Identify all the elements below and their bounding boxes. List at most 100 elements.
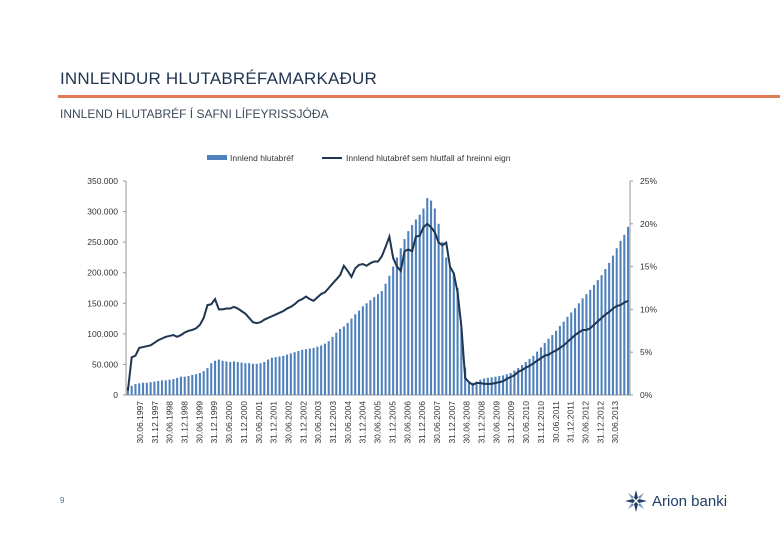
bar <box>229 361 232 395</box>
y-left-tick-label: 250.000 <box>87 237 118 247</box>
bar <box>289 353 292 395</box>
y-left-tick-label: 200.000 <box>87 268 118 278</box>
bar <box>441 242 444 395</box>
bar <box>293 352 296 395</box>
bar <box>524 361 527 395</box>
bar <box>471 382 474 395</box>
bar <box>551 335 554 395</box>
x-tick-label: 31.12.2011 <box>566 401 576 443</box>
x-tick-label: 30.06.2012 <box>580 401 590 444</box>
bar <box>430 200 433 395</box>
bar <box>130 385 133 395</box>
x-tick-label: 31.12.2004 <box>358 401 368 444</box>
legend-swatch-bar <box>207 155 227 160</box>
bar <box>202 371 205 395</box>
bar <box>411 225 414 395</box>
bar <box>384 283 387 395</box>
x-tick-label: 30.06.2011 <box>551 401 561 443</box>
bar <box>138 383 141 395</box>
bar <box>528 358 531 395</box>
bar <box>414 219 417 395</box>
bar <box>153 381 156 395</box>
x-tick-label: 30.06.2007 <box>432 401 442 444</box>
bar <box>452 272 455 395</box>
bar <box>240 362 243 395</box>
bar <box>604 269 607 395</box>
bar <box>236 361 239 395</box>
bar <box>566 316 569 395</box>
x-tick-label: 31.12.1998 <box>180 401 190 444</box>
bar <box>619 240 622 395</box>
bar <box>172 379 175 395</box>
x-tick-label: 30.06.2009 <box>491 401 501 444</box>
bar <box>263 361 266 395</box>
bar <box>505 374 508 395</box>
bar <box>615 248 618 395</box>
bar <box>490 377 493 395</box>
bar <box>259 363 262 395</box>
x-tick-label: 30.06.2001 <box>254 401 264 444</box>
x-tick-label: 30.06.2008 <box>462 401 472 444</box>
y-right-tick-label: 25% <box>640 176 657 186</box>
bar <box>160 380 164 395</box>
bar <box>555 330 558 395</box>
bar <box>210 363 213 395</box>
x-tick-label: 31.12.2003 <box>328 401 338 444</box>
bar <box>407 231 410 395</box>
bar <box>577 303 580 395</box>
bar <box>513 370 516 395</box>
x-tick-label: 31.12.2001 <box>269 401 279 444</box>
bar <box>244 363 247 395</box>
x-tick-label: 31.12.2007 <box>447 401 457 444</box>
bar <box>164 380 167 395</box>
bar <box>278 356 281 395</box>
bar <box>195 374 198 395</box>
bar <box>176 377 179 395</box>
x-tick-label: 30.06.1999 <box>194 401 204 444</box>
bar <box>509 372 512 395</box>
y-left-tick-label: 0 <box>113 390 118 400</box>
bar <box>395 257 398 395</box>
x-tick-label: 31.12.2002 <box>298 401 308 444</box>
x-tick-label: 31.12.2009 <box>506 401 516 444</box>
x-tick-label: 31.12.2012 <box>595 401 605 444</box>
y-left-tick-label: 350.000 <box>87 176 118 186</box>
bar <box>581 298 584 395</box>
bar <box>206 368 209 395</box>
bar <box>475 381 478 395</box>
y-left-tick-label: 150.000 <box>87 298 118 308</box>
bar <box>600 275 603 395</box>
bar <box>198 372 201 395</box>
bar <box>191 374 194 395</box>
bar <box>392 266 395 395</box>
bar <box>354 314 357 395</box>
bar <box>494 376 497 395</box>
x-tick-label: 31.12.2010 <box>536 401 546 444</box>
bar <box>562 321 565 395</box>
bar <box>623 234 626 395</box>
bar <box>274 357 277 395</box>
bar <box>520 365 524 395</box>
y-left-tick-label: 50.000 <box>92 359 118 369</box>
bar <box>149 382 152 395</box>
bar <box>358 310 361 395</box>
bar <box>433 208 436 395</box>
slide-subtitle: INNLEND HLUTABRÉF Í SAFNI LÍFEYRISSJÓÐA <box>60 107 329 121</box>
bar <box>301 349 304 395</box>
bar <box>585 294 588 395</box>
x-tick-label: 31.12.1997 <box>150 401 160 444</box>
bar <box>365 303 368 395</box>
bar <box>611 255 614 395</box>
bar <box>483 378 486 395</box>
bar <box>570 312 573 395</box>
bar <box>270 357 273 395</box>
arion-star-icon <box>625 490 647 512</box>
x-tick-label: 30.06.1998 <box>165 401 175 444</box>
bar <box>547 338 550 395</box>
bar <box>168 379 171 395</box>
bar <box>437 223 440 395</box>
bar <box>536 351 539 395</box>
bar <box>179 376 182 395</box>
x-tick-label: 31.12.2005 <box>387 401 397 444</box>
bar <box>282 355 285 395</box>
